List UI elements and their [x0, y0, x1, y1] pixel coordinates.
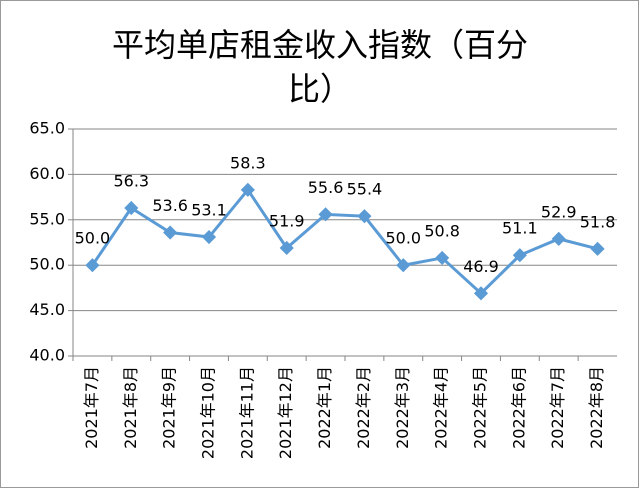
marker: [551, 231, 566, 246]
data-label: 50.8: [424, 221, 460, 240]
y-tick-label: 60.0: [29, 164, 65, 183]
x-tick-label: 2021年11月: [237, 366, 256, 459]
x-tick-label: 2021年9月: [160, 366, 179, 449]
y-tick-label: 45.0: [29, 300, 65, 319]
data-label: 58.3: [230, 153, 266, 172]
data-label: 46.9: [463, 257, 499, 276]
marker: [124, 200, 139, 216]
data-label: 50.0: [75, 229, 111, 248]
marker: [590, 241, 605, 256]
marker: [473, 286, 489, 301]
marker: [318, 207, 333, 222]
y-tick-label: 40.0: [29, 346, 65, 365]
x-tick-label: 2022年1月: [315, 366, 334, 449]
marker: [279, 240, 294, 256]
y-tick-label: 55.0: [29, 209, 65, 228]
data-label: 51.8: [580, 212, 616, 231]
x-tick-label: 2022年4月: [432, 366, 451, 449]
y-tick-label: 50.0: [29, 255, 65, 274]
data-label: 51.1: [502, 219, 538, 238]
x-tick-label: 2022年5月: [471, 366, 490, 449]
x-tick-label: 2022年2月: [354, 366, 373, 449]
data-label: 56.3: [113, 171, 149, 190]
data-label: 55.6: [308, 178, 344, 197]
data-label: 53.1: [191, 201, 227, 220]
data-label: 52.9: [541, 202, 577, 221]
marker: [357, 209, 372, 224]
data-label: 55.4: [347, 180, 383, 199]
x-tick-label: 2021年10月: [199, 366, 218, 459]
x-tick-label: 2021年12月: [276, 366, 295, 459]
marker: [240, 182, 255, 197]
x-tick-label: 2022年8月: [587, 366, 606, 449]
x-tick-label: 2021年8月: [121, 366, 140, 449]
line: [91, 187, 598, 296]
marker: [201, 229, 217, 245]
marker: [396, 258, 411, 273]
x-tick-label: 2022年7月: [548, 366, 567, 449]
data-label: 51.9: [269, 211, 305, 230]
marker: [435, 250, 450, 266]
data-label: 50.0: [385, 229, 421, 248]
marker: [512, 248, 527, 263]
y-tick-label: 65.0: [29, 119, 65, 138]
data-label: 53.6: [152, 196, 188, 215]
x-tick-label: 2021年7月: [82, 366, 101, 449]
marker: [163, 225, 178, 240]
x-tick-label: 2022年6月: [509, 366, 528, 449]
chart-title: 平均单店租金收入指数（百分比）: [111, 26, 528, 108]
x-tick-label: 2022年3月: [393, 366, 412, 449]
marker: [85, 258, 100, 273]
